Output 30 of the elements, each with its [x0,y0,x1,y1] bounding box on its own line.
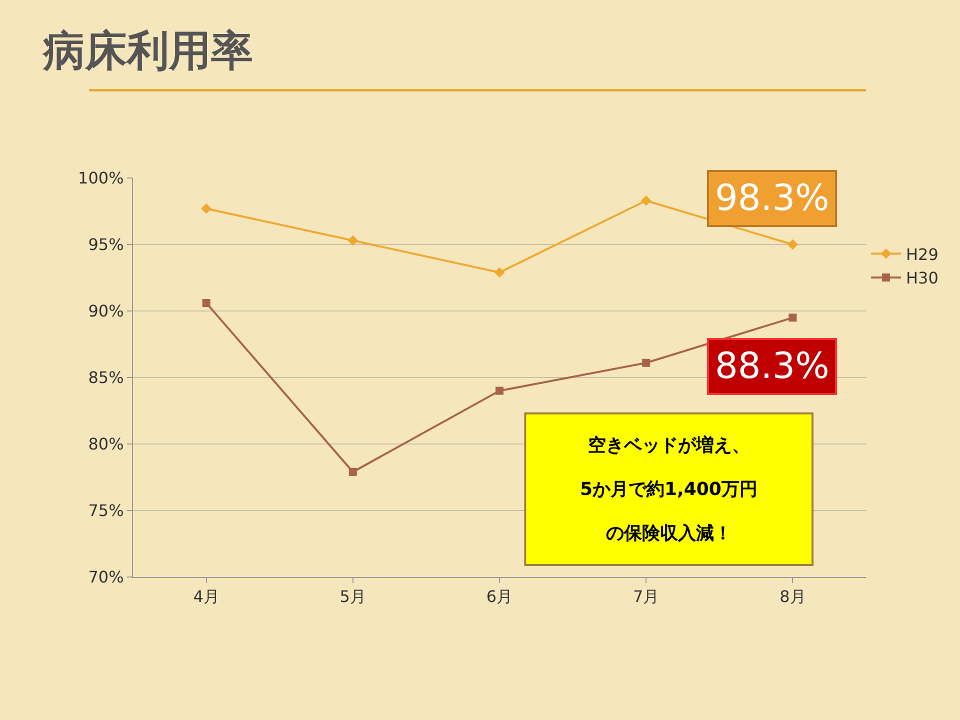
point [496,386,504,395]
x-tick-label: 5月 [340,587,366,606]
y-tick-label: 85% [88,368,124,388]
y-tick-label: 75% [88,501,124,520]
chart-title: 病床利用率 [42,26,254,76]
y-tick-label: 70% [88,568,124,587]
point [348,235,358,246]
point [788,314,797,322]
legend-label: H30 [906,268,938,288]
annotation: 5か月で約1,400万円 [580,479,758,500]
x-tick-label: 6月 [486,587,513,606]
x-tick-label: 4月 [193,587,220,606]
point [640,195,652,206]
annotation: 空きベッドが増え、 [588,434,750,456]
point [642,358,650,367]
point [788,239,798,250]
annotation: の保険収入減！ [606,523,732,544]
point [201,203,212,214]
point [494,267,505,278]
legend-label: H29 [906,244,938,264]
annotation: 98.3% [715,178,830,219]
annotation: 88.3% [715,346,830,387]
x-tick-label: 7月 [633,587,660,606]
point [202,299,210,308]
point [348,468,357,476]
y-tick-label: 90% [88,302,124,321]
y-tick-label: 80% [88,434,124,454]
y-tick-label: 100% [78,168,124,188]
x-tick-label: 8月 [780,587,806,606]
y-tick-label: 95% [88,235,124,254]
